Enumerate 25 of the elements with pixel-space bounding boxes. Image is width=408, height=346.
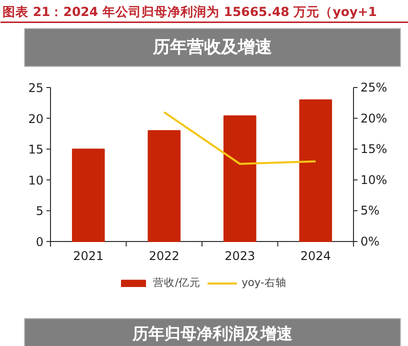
y2-tick-label: 0% <box>360 234 380 248</box>
legend-label: 营收/亿元 <box>153 276 201 290</box>
y2-tick-label: 10% <box>360 172 388 187</box>
bar <box>72 148 105 242</box>
y2-tick-label: 5% <box>360 204 380 218</box>
y2-tick-label: 25% <box>360 80 388 94</box>
y-tick-label: 25 <box>28 81 44 95</box>
y2-tick-label: 20% <box>360 111 388 126</box>
y-tick-label: 0 <box>36 235 44 249</box>
chart-title: 图表 21：2024 年公司归母净利润为 15665.48 万元（yoy+1 <box>2 4 377 19</box>
y-tick-label: 5 <box>36 204 44 218</box>
x-tick-label: 2023 <box>224 249 256 263</box>
x-tick-label: 2021 <box>73 249 104 263</box>
bar <box>223 115 256 242</box>
y-tick-label: 15 <box>28 142 44 157</box>
x-tick-label: 2022 <box>148 249 180 263</box>
chart-subtitle: 历年营收及增速 <box>152 38 272 58</box>
bar <box>299 99 332 242</box>
y-tick-label: 20 <box>28 112 44 126</box>
text: 历年归母净利润及增速 <box>132 324 294 343</box>
legend-label: yoy-右轴 <box>242 276 286 290</box>
bar <box>148 130 181 242</box>
x-tick-label: 2024 <box>300 249 331 263</box>
y2-tick-label: 15% <box>360 142 388 156</box>
y-tick-label: 10 <box>28 173 44 188</box>
